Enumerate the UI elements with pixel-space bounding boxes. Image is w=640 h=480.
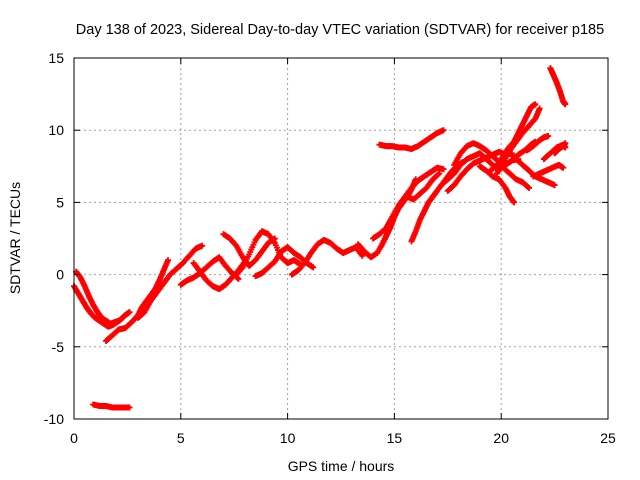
series-track-r bbox=[444, 148, 515, 194]
y-tick-label: -5 bbox=[52, 339, 65, 355]
data-point bbox=[440, 166, 447, 173]
data-point bbox=[440, 127, 447, 134]
x-tick-label: 25 bbox=[600, 430, 616, 446]
y-tick-label: 10 bbox=[48, 122, 64, 138]
data-point bbox=[126, 404, 133, 411]
y-axis-label: SDTVAR / TECUs bbox=[7, 182, 23, 294]
series-track-d bbox=[135, 242, 206, 321]
grid-lines bbox=[74, 58, 608, 419]
x-tick-label: 5 bbox=[177, 430, 185, 446]
data-point bbox=[536, 105, 543, 112]
data-point bbox=[436, 170, 443, 177]
data-point bbox=[545, 132, 552, 139]
data-point bbox=[126, 309, 133, 316]
plot-frame bbox=[73, 57, 609, 420]
data-point bbox=[359, 252, 366, 259]
series-track-s bbox=[476, 163, 518, 206]
x-axis-label: GPS time / hours bbox=[288, 458, 395, 474]
y-tick-label: 15 bbox=[48, 50, 64, 66]
x-tick-label: 10 bbox=[280, 430, 296, 446]
data-point bbox=[164, 257, 171, 264]
x-tick-label: 20 bbox=[493, 430, 509, 446]
data-point bbox=[551, 182, 558, 189]
series-track-ab bbox=[547, 65, 569, 108]
chart-title: Day 138 of 2023, Sidereal Day-to-day VTE… bbox=[76, 22, 604, 38]
data-point bbox=[511, 199, 518, 206]
series-track-z bbox=[530, 161, 567, 180]
data-point bbox=[310, 264, 317, 271]
series-track-b bbox=[73, 268, 122, 327]
data-point bbox=[562, 140, 569, 147]
axis-ticks: 0 5 10 15 20 25 -10 -5 0 5 10 15 bbox=[44, 50, 616, 446]
data-point bbox=[435, 171, 442, 178]
x-tick-label: 15 bbox=[387, 430, 403, 446]
series-track-n bbox=[376, 127, 447, 152]
series-track-j bbox=[288, 236, 366, 278]
series-track-y bbox=[523, 132, 552, 154]
data-point bbox=[560, 164, 567, 171]
data-point bbox=[235, 275, 242, 282]
data-point bbox=[115, 317, 122, 324]
x-tick-label: 0 bbox=[70, 430, 78, 446]
series-track-ad bbox=[90, 401, 133, 411]
series-track-v bbox=[498, 101, 539, 163]
y-tick-label: 5 bbox=[56, 194, 64, 210]
data-points bbox=[71, 65, 569, 411]
series-track-m bbox=[378, 170, 443, 249]
series-track-h bbox=[233, 228, 304, 278]
data-point bbox=[524, 183, 531, 190]
y-tick-label: -10 bbox=[44, 411, 64, 427]
data-point bbox=[562, 101, 569, 108]
data-point bbox=[199, 242, 206, 249]
y-tick-label: 0 bbox=[56, 267, 64, 283]
data-point bbox=[532, 101, 539, 108]
series-track-ac bbox=[551, 140, 569, 157]
data-point bbox=[525, 184, 532, 191]
